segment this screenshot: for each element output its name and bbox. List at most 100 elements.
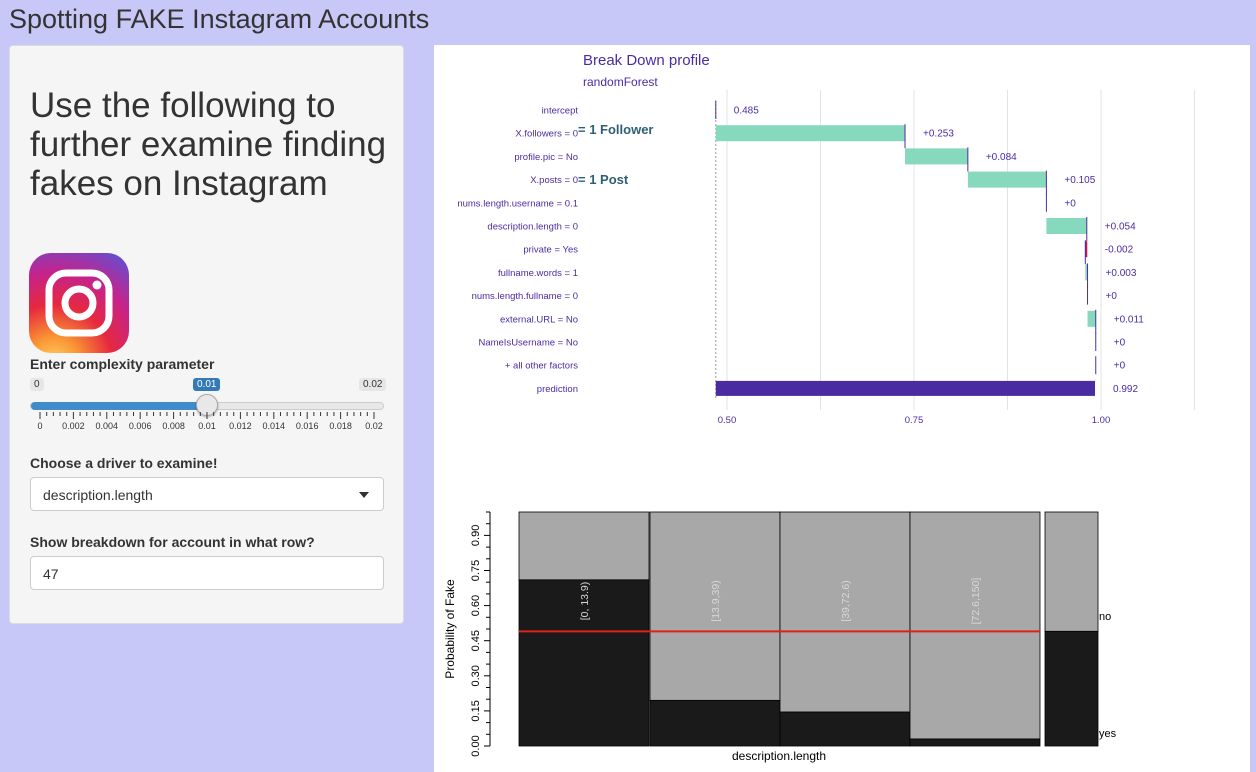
posts-annotation: = 1 Post [578,172,629,187]
breakdown-x-tick-label: 1.00 [1092,415,1111,426]
slider-tick-label: 0 [37,421,43,431]
breakdown-row-label: description.length = 0 [487,222,578,233]
breakdown-row-label: + all other factors [505,361,578,372]
spineplot-category-label: [0, 13.9) [579,582,591,621]
spineplot-bar-yes [909,738,1041,747]
slider-tick-label: 0.02 [365,421,383,431]
spineplot-category-label: [72.6,150] [970,578,982,625]
breakdown-value-label: +0 [1064,198,1076,209]
breakdown-gridlines [715,90,1195,410]
breakdown-bar [905,148,968,165]
breakdown-x-tick-label: 0.50 [718,415,737,426]
spineplot-y-axis: 0.00 0.15 0.30 0.45 0.60 0.75 0.90 [470,511,491,757]
breakdown-row-label: external.URL = No [500,314,578,325]
slider-label: Enter complexity parameter [30,356,215,372]
spineplot-bar-yes [779,711,911,747]
breakdown-title: Break Down profile [583,52,710,69]
spineplot-margin-no [1044,511,1099,632]
slider-ticks [39,412,375,419]
slider-tick-label: 0.004 [95,421,119,431]
spineplot-bar-no [518,511,650,581]
slider-tick-label: 0.01 [198,421,216,431]
main-panel: Break Down profile randomForest intercep… [434,45,1250,772]
spineplot-y-tick-label: 0.30 [470,665,482,686]
row-number-input[interactable]: 47 [30,556,384,590]
breakdown-bar [1087,310,1096,327]
spineplot-bar-yes [518,579,650,747]
spineplot-y-tick-label: 0.45 [470,630,482,651]
spineplot-y-tick-label: 0.15 [470,700,482,721]
sidebar-panel: Use the following to further examine fin… [9,45,404,624]
breakdown-bar [715,380,1096,396]
breakdown-value-label: +0.054 [1105,222,1136,233]
slider-min-badge: 0 [30,378,44,391]
breakdown-row-label: X.posts = 0 [530,175,578,186]
spineplot-y-tick-label: 0.75 [470,560,482,581]
slider-tick-labels: 0 0.002 0.004 0.006 0.008 0.01 0.012 0.014 0.016… [10,421,400,435]
spineplot-category-label: [13.9,39) [710,580,722,621]
spineplot-category-label: [39,72.6) [840,580,852,621]
breakdown-value-label: +0.003 [1106,268,1137,279]
spineplot-right-labels: no yes [1099,611,1117,740]
breakdown-rows: intercept 0.485 X.followers = 0 +0.253 profi… [457,101,1144,396]
breakdown-x-tick-label: 0.75 [905,415,924,426]
spineplot-chart: Probability of Fake description.length 0… [443,511,1117,763]
breakdown-row-label: nums.length.fullname = 0 [472,291,578,302]
breakdown-value-label: +0.253 [923,129,954,140]
breakdown-bar [1085,241,1088,258]
breakdown-bar [967,171,1047,188]
slider-value-badge: 0.01 [193,378,221,391]
slider-tick-label: 0.008 [162,421,185,431]
driver-select-value: description.length [43,487,153,503]
driver-select-label: Choose a driver to examine! [30,455,218,471]
spineplot-x-label: description.length [732,749,826,763]
slider-tick-label: 0.002 [62,421,85,431]
breakdown-value-label: +0.011 [1114,314,1145,325]
breakdown-row-label: profile.pic = No [514,152,578,163]
breakdown-value-label: +0.084 [986,152,1017,163]
spineplot-label-yes: yes [1099,728,1117,740]
breakdown-row-label: nums.length.username = 0.1 [457,198,578,209]
chevron-down-icon[interactable] [359,492,369,498]
spineplot-bar-no [649,511,781,701]
breakdown-value-label: +0 [1106,291,1118,302]
breakdown-row-label: fullname.words = 1 [498,268,578,279]
breakdown-value-label: +0 [1114,361,1126,372]
breakdown-value-label: 0.992 [1113,384,1138,395]
breakdown-value-label: 0.485 [734,106,759,117]
breakdown-value-label: -0.002 [1105,245,1134,256]
instagram-icon [29,253,129,353]
slider-tick-label: 0.016 [295,421,319,431]
breakdown-bar [1046,218,1087,234]
breakdown-row-label: prediction [537,384,578,395]
breakdown-value-label: +0 [1114,338,1126,349]
spineplot-y-tick-label: 0.60 [470,595,482,616]
breakdown-x-ticks: 0.50 0.75 1.00 [718,415,1111,426]
breakdown-value-label: +0.105 [1064,175,1095,186]
row-input-label: Show breakdown for account in what row? [30,534,315,550]
spineplot-bar-no [909,511,1041,740]
app-title: Spotting FAKE Instagram Accounts [9,4,430,34]
breakdown-chart: Break Down profile randomForest intercep… [457,52,1195,426]
breakdown-row-label: intercept [542,106,579,117]
spineplot-bars: [0, 13.9) [13.9,39) [39,72.6) [72.6,150] [518,511,1099,747]
spineplot-y-tick-label: 0.90 [470,525,482,546]
row-number-value: 47 [43,566,59,582]
slider-max-badge: 0.02 [359,378,387,391]
slider-tick-label: 0.018 [329,421,352,431]
spineplot-label-no: no [1099,611,1111,623]
driver-select[interactable]: description.length [30,477,384,511]
breakdown-subtitle: randomForest [583,75,658,89]
breakdown-bar [1085,264,1088,281]
spineplot-bar-yes [649,699,781,747]
slider-tick-label: 0.006 [128,421,152,431]
slider-tick-label: 0.014 [262,421,286,431]
spineplot-bar-no [779,511,911,713]
slider-tick-label: 0.012 [229,421,252,431]
spineplot-y-label: Probability of Fake [443,579,457,679]
spineplot-margin-yes [1044,630,1099,747]
followers-annotation: = 1 Follower [578,122,654,137]
breakdown-row-label: NameIsUsername = No [478,338,578,349]
breakdown-bar [715,125,906,142]
breakdown-row-label: X.followers = 0 [515,129,578,140]
